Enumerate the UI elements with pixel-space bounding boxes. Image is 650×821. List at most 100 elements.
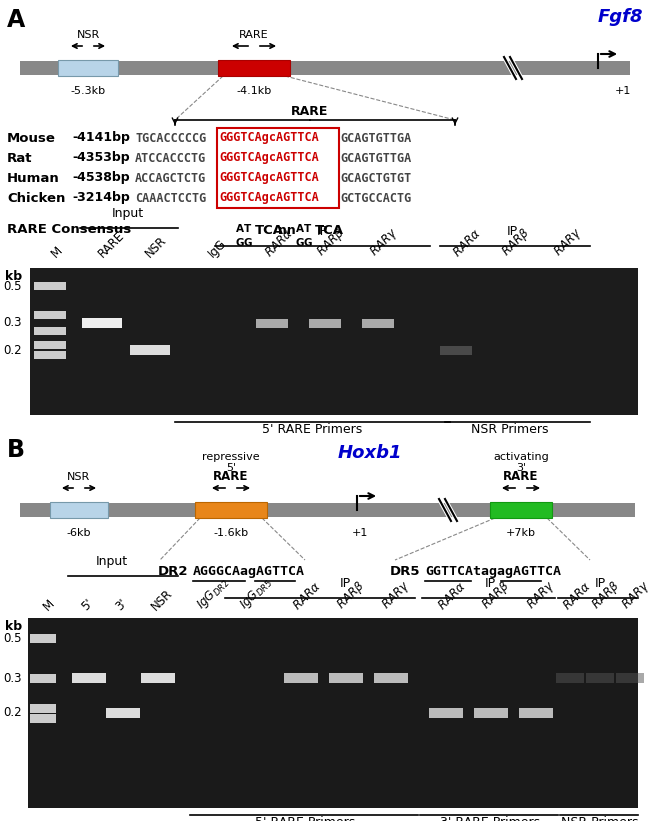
Text: $RAR\gamma$: $RAR\gamma$ [551, 225, 586, 260]
Text: 5': 5' [226, 463, 236, 473]
Text: -4.1kb: -4.1kb [237, 86, 272, 96]
Bar [50, 502, 108, 518]
Text: $RAR\gamma$: $RAR\gamma$ [367, 225, 402, 260]
Text: $RAR\alpha$: $RAR\alpha$ [291, 580, 324, 613]
Bar [556, 673, 584, 683]
Text: $RAR\alpha$: $RAR\alpha$ [263, 227, 296, 260]
Bar [30, 714, 56, 723]
Bar [34, 341, 66, 349]
Text: $RAR\gamma$: $RAR\gamma$ [379, 578, 414, 613]
Text: 0.5: 0.5 [3, 279, 22, 292]
Text: RARE Consensus: RARE Consensus [7, 223, 131, 236]
Bar [30, 268, 638, 415]
Text: -4141bp: -4141bp [72, 131, 130, 144]
Bar [30, 634, 56, 643]
Text: GGTTCAtagagAGTTCA: GGTTCAtagagAGTTCA [425, 565, 561, 578]
Text: $RAR\alpha$: $RAR\alpha$ [451, 227, 484, 260]
Bar [141, 673, 175, 683]
Text: T: T [304, 224, 311, 234]
Text: -4538bp: -4538bp [72, 172, 129, 185]
Text: Human: Human [7, 172, 60, 185]
Text: NSR: NSR [68, 472, 90, 482]
Bar [82, 318, 122, 328]
Bar [586, 673, 614, 683]
Text: RARE: RARE [291, 105, 329, 118]
Text: Mouse: Mouse [7, 131, 56, 144]
Text: -5.3kb: -5.3kb [70, 86, 105, 96]
Text: nn: nn [278, 224, 296, 237]
Text: $RAR\alpha$: $RAR\alpha$ [436, 580, 469, 613]
Text: kb: kb [5, 270, 22, 283]
Text: 3' RARE Primers: 3' RARE Primers [440, 816, 540, 821]
Text: GCAGCTGTGT: GCAGCTGTGT [340, 172, 411, 185]
Text: IP: IP [506, 225, 517, 238]
Text: $RAR\alpha$: $RAR\alpha$ [561, 580, 594, 613]
Bar [474, 708, 508, 718]
Bar [256, 319, 288, 328]
Text: GCAGTGTTGA: GCAGTGTTGA [340, 152, 411, 164]
Text: M: M [49, 244, 65, 260]
Text: ATCCACCCTG: ATCCACCCTG [135, 152, 206, 164]
Text: NSR: NSR [143, 234, 169, 260]
Bar [374, 673, 408, 683]
Text: CAAACTCCTG: CAAACTCCTG [135, 191, 206, 204]
Bar [309, 319, 341, 328]
Text: TCA: TCA [255, 224, 284, 237]
Text: DR5: DR5 [390, 565, 421, 578]
Text: 0.2: 0.2 [3, 707, 22, 719]
Bar [34, 282, 66, 290]
Bar [429, 708, 463, 718]
Text: $RAR\beta$: $RAR\beta$ [589, 578, 624, 613]
Text: TCA: TCA [315, 224, 344, 237]
Text: GGGTCAgcAGTTCA: GGGTCAgcAGTTCA [219, 152, 318, 164]
Text: +7kb: +7kb [506, 528, 536, 538]
Bar [130, 345, 170, 355]
Bar [490, 502, 552, 518]
Text: $RAR\beta$: $RAR\beta$ [478, 578, 514, 613]
Text: Chicken: Chicken [7, 191, 66, 204]
Text: IP: IP [595, 577, 606, 590]
Text: RARE: RARE [503, 470, 539, 483]
Bar [284, 673, 318, 683]
Text: G: G [236, 238, 244, 248]
Text: $RAR\gamma$: $RAR\gamma$ [619, 578, 650, 613]
Text: M: M [41, 597, 57, 613]
Text: +1: +1 [352, 528, 368, 538]
Text: 5': 5' [79, 596, 96, 613]
Text: 0.2: 0.2 [3, 343, 22, 356]
Text: 0.5: 0.5 [3, 631, 22, 644]
Text: IP: IP [339, 577, 350, 590]
Text: DR2: DR2 [158, 565, 188, 578]
Text: 0.3: 0.3 [3, 317, 22, 329]
Text: G: G [244, 238, 252, 248]
Text: RARE: RARE [239, 30, 269, 40]
Text: NSR: NSR [149, 587, 175, 613]
Bar [106, 708, 140, 718]
Text: kb: kb [5, 620, 22, 633]
Bar [34, 351, 66, 359]
Text: $RAR\beta$: $RAR\beta$ [333, 578, 369, 613]
Text: 3': 3' [516, 463, 526, 473]
Text: Input: Input [96, 555, 128, 568]
Text: RARE: RARE [213, 470, 249, 483]
Text: ACCAGCTCTG: ACCAGCTCTG [135, 172, 206, 185]
Text: $RAR\gamma$: $RAR\gamma$ [524, 578, 559, 613]
Bar [440, 346, 472, 355]
Bar [362, 319, 394, 328]
Text: AGGGCAagAGTTCA: AGGGCAagAGTTCA [193, 565, 305, 578]
Bar [34, 311, 66, 319]
Bar [195, 502, 267, 518]
Text: A: A [236, 224, 244, 234]
Text: $IgG_{DR5}$: $IgG_{DR5}$ [237, 575, 276, 613]
Text: +1: +1 [615, 86, 631, 96]
Text: IP: IP [484, 577, 495, 590]
Bar [34, 327, 66, 335]
Text: A: A [7, 8, 25, 32]
Bar [58, 60, 118, 76]
Bar [28, 618, 638, 808]
Text: GCAGTGTTGA: GCAGTGTTGA [340, 131, 411, 144]
Text: 3': 3' [113, 596, 129, 613]
Text: -3214bp: -3214bp [72, 191, 130, 204]
Bar [519, 708, 553, 718]
Text: NSR Primers: NSR Primers [561, 816, 639, 821]
